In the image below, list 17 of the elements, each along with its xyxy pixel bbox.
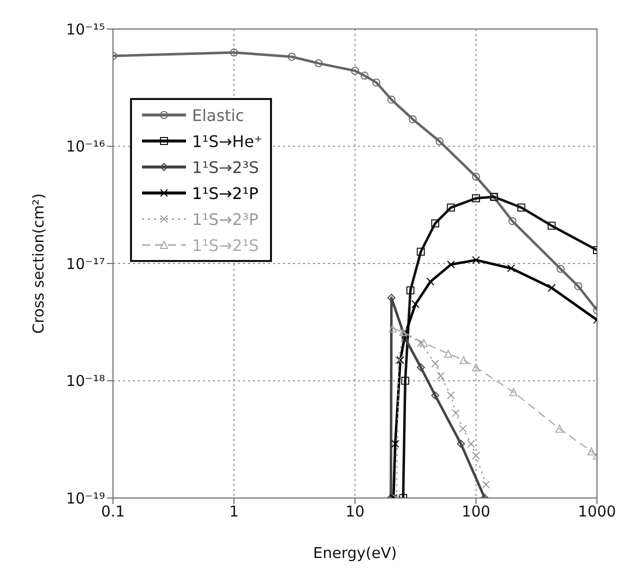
x-tick-label: 100 bbox=[462, 502, 490, 521]
legend-label: Elastic bbox=[192, 106, 244, 124]
y-tick-label: 10⁻¹⁸ bbox=[66, 372, 105, 390]
legend-label: 1¹S→2¹S bbox=[192, 236, 259, 254]
legend-label: 1¹S→He⁺ bbox=[192, 132, 262, 150]
y-axis-title: Cross section(cm²) bbox=[29, 193, 48, 334]
y-tick-label: 10⁻¹⁶ bbox=[66, 138, 105, 156]
x-tick-label: 10 bbox=[345, 502, 365, 521]
y-tick-label: 10⁻¹⁵ bbox=[66, 20, 105, 38]
legend-label: 1¹S→2³S bbox=[192, 158, 259, 176]
x-tick-label: 1000 bbox=[578, 502, 616, 521]
y-tick-label: 10⁻¹⁷ bbox=[66, 254, 105, 273]
x-axis-title: Energy(eV) bbox=[313, 544, 397, 562]
x-tick-label: 1 bbox=[229, 502, 239, 521]
legend-label: 1¹S→2³P bbox=[192, 210, 258, 228]
x-tick-label: 0.1 bbox=[101, 502, 125, 521]
legend-label: 1¹S→2¹P bbox=[192, 184, 258, 202]
